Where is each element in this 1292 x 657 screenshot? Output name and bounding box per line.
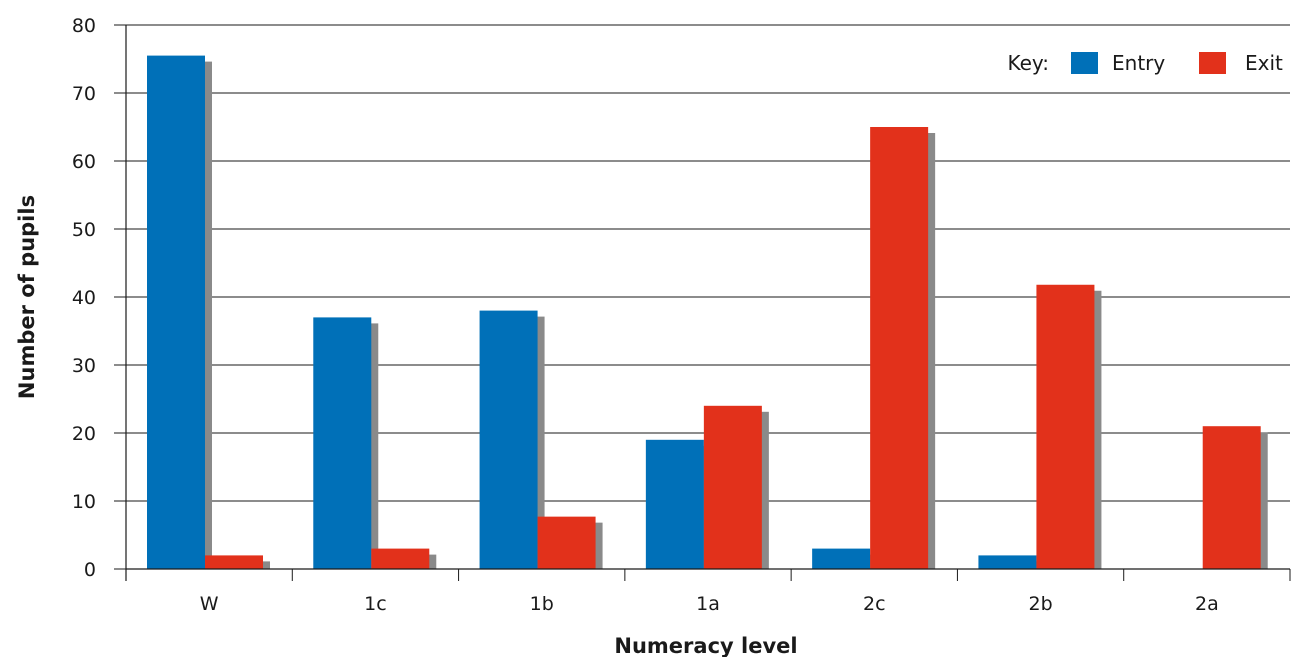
y-tick-label: 70 bbox=[72, 83, 96, 105]
x-tick-label: W bbox=[200, 593, 219, 615]
bar-entry-1b bbox=[479, 310, 538, 569]
y-tick-label: 30 bbox=[72, 355, 96, 377]
legend-swatch-exit bbox=[1199, 52, 1226, 74]
bars bbox=[147, 55, 1268, 570]
y-tick-label: 0 bbox=[84, 559, 96, 581]
y-tick-label: 20 bbox=[72, 423, 96, 445]
bar-exit-2c bbox=[870, 127, 929, 569]
bar-exit-1b bbox=[537, 516, 596, 569]
bar-exit-2b bbox=[1036, 284, 1095, 569]
bar-entry-1a bbox=[645, 439, 704, 569]
x-tick-labels: W 1c 1b 1a 2c 2b 2a bbox=[200, 593, 1219, 615]
y-tick-label: 10 bbox=[72, 491, 96, 513]
y-tick-labels: 0 10 20 30 40 50 60 70 80 bbox=[72, 15, 96, 581]
bar-exit-w bbox=[205, 555, 263, 569]
legend-label-entry: Entry bbox=[1112, 51, 1165, 75]
bar-exit-1c bbox=[371, 548, 430, 569]
y-tick-label: 80 bbox=[72, 15, 96, 37]
bar-entry-2c bbox=[812, 548, 871, 569]
y-axis-title: Number of pupils bbox=[15, 195, 39, 399]
bar-entry-w bbox=[147, 55, 205, 570]
legend: Key: Entry Exit bbox=[1007, 51, 1283, 75]
bar-exit-1a bbox=[703, 405, 762, 569]
x-tick-label: 2a bbox=[1195, 593, 1219, 615]
legend-swatch-entry bbox=[1071, 52, 1098, 74]
legend-label-exit: Exit bbox=[1245, 51, 1283, 75]
y-tick-label: 40 bbox=[72, 287, 96, 309]
x-tick-label: 1a bbox=[696, 593, 720, 615]
y-tick-label: 50 bbox=[72, 219, 96, 241]
bar-entry-1c bbox=[313, 317, 372, 569]
legend-title: Key: bbox=[1007, 51, 1049, 75]
y-tick-label: 60 bbox=[72, 151, 96, 173]
x-axis-title: Numeracy level bbox=[614, 634, 797, 657]
x-tick-label: 1c bbox=[364, 593, 387, 615]
x-tick-label: 2b bbox=[1028, 593, 1052, 615]
x-tick-label: 1b bbox=[530, 593, 554, 615]
x-tick-label: 2c bbox=[863, 593, 886, 615]
axes bbox=[114, 24, 1291, 581]
bar-exit-2a bbox=[1202, 426, 1261, 569]
bar-entry-2b bbox=[978, 555, 1037, 569]
